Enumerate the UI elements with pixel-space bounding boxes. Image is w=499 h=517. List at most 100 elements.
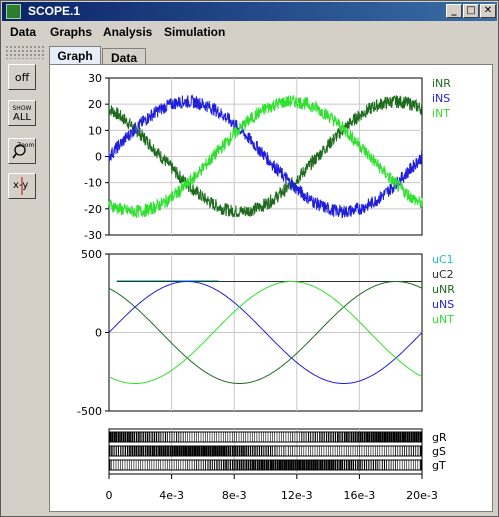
gate-pulse-gt	[395, 460, 396, 470]
graph-panel: 30 20 10 0 -10 -20 -30 iNR iNS iNT 500 0 -500 uC1 uC2 u…	[49, 64, 493, 512]
gate-pulse-gt	[409, 460, 410, 470]
tab-graph[interactable]: Graph	[49, 46, 101, 65]
gate-pulse-gs	[147, 446, 149, 456]
gate-pulse-gs	[335, 446, 336, 456]
gate-pulse-gt	[342, 460, 344, 470]
gate-pulse-gs	[223, 446, 225, 456]
gate-pulse-gt	[299, 460, 301, 470]
gate-pulse-gr	[212, 432, 213, 442]
gate-pulse-gt	[156, 460, 157, 470]
menu-simulation[interactable]: Simulation	[164, 25, 225, 39]
zoom-icon: Zoom	[11, 141, 33, 161]
gate-pulse-gs	[250, 446, 251, 456]
minimize-button[interactable]: _	[446, 4, 462, 18]
gate-pulse-gr	[380, 432, 382, 442]
current-panel-ytick-label: 10	[88, 124, 102, 137]
gate-pulse-gs	[339, 446, 340, 456]
gate-pulse-gt	[203, 460, 204, 470]
gate-pulse-gr	[257, 432, 258, 442]
gate-pulse-gt	[348, 460, 350, 470]
title-bar[interactable]: SCOPE.1 _ □ ✕	[2, 2, 497, 21]
gate-pulse-gs	[125, 446, 126, 456]
gate-pulse-gt	[324, 460, 326, 470]
gate-pulse-gt	[274, 460, 276, 470]
show-all-button[interactable]: SHOW ALL	[8, 100, 36, 126]
gate-pulse-gt	[140, 460, 141, 470]
gate-pulse-gr	[241, 432, 242, 442]
gate-pulse-gt	[283, 460, 285, 470]
gate-pulse-gr	[239, 432, 240, 442]
gate-pulse-gt	[411, 460, 412, 470]
gate-pulse-gs	[389, 446, 390, 456]
gate-pulse-gr	[152, 432, 153, 442]
gate-pulse-gs	[380, 446, 381, 456]
gate-pulse-gt	[172, 460, 173, 470]
gate-pulse-gs	[216, 446, 218, 456]
gate-pulse-gs	[261, 446, 262, 456]
off-button[interactable]: off	[8, 64, 36, 90]
gate-pulse-gs	[377, 446, 378, 456]
legend-unr: uNR	[432, 283, 455, 296]
gate-pulse-gr	[324, 432, 325, 442]
gate-pulse-gr	[187, 432, 188, 442]
menu-analysis[interactable]: Analysis	[103, 25, 152, 39]
gate-pulse-gr	[216, 432, 217, 442]
gate-pulse-gt	[236, 460, 238, 470]
gate-pulse-gt	[268, 460, 270, 470]
gate-pulse-gr	[176, 432, 177, 442]
gate-pulse-gs	[308, 446, 309, 456]
gate-pulse-gt	[315, 460, 317, 470]
gate-pulse-gs	[290, 446, 291, 456]
gate-pulse-gs	[286, 446, 287, 456]
gate-pulse-gt	[122, 460, 123, 470]
gate-pulse-gs	[418, 446, 419, 456]
menu-data[interactable]: Data	[10, 25, 36, 39]
gate-pulse-gs	[154, 446, 156, 456]
gate-pulse-gs	[134, 446, 136, 456]
gate-pulse-gr	[277, 432, 278, 442]
menu-graphs[interactable]: Graphs	[50, 25, 92, 39]
tab-data[interactable]: Data	[102, 48, 146, 65]
gate-pulse-gr	[268, 432, 269, 442]
maximize-button[interactable]: □	[463, 4, 479, 18]
gate-pulse-gt	[143, 460, 144, 470]
gate-pulse-gs	[355, 446, 356, 456]
gate-pulse-gr	[402, 432, 404, 442]
xy-button[interactable]: x-y	[8, 173, 36, 199]
close-button[interactable]: ✕	[480, 4, 496, 18]
gate-pulse-gs	[413, 446, 414, 456]
gate-pulse-gr	[404, 432, 406, 442]
gate-pulse-gt	[116, 460, 117, 470]
gate-pulse-gs	[228, 446, 230, 456]
toolbar-grip[interactable]	[5, 45, 45, 59]
gate-pulse-gr	[397, 432, 399, 442]
gate-pulse-gr	[306, 432, 307, 442]
gate-pulse-gs	[254, 446, 255, 456]
gate-pulse-gs	[366, 446, 367, 456]
gate-pulse-gr	[337, 432, 339, 442]
gate-pulse-gs	[400, 446, 401, 456]
gate-pulse-gt	[321, 460, 323, 470]
gate-pulse-gr	[136, 432, 138, 442]
gate-pulse-gt	[391, 460, 392, 470]
zoom-button[interactable]: Zoom	[8, 138, 36, 164]
gate-pulse-gt	[382, 460, 383, 470]
gate-pulse-gt	[290, 460, 292, 470]
gate-pulse-gs	[156, 446, 158, 456]
gate-pulse-gs	[245, 446, 247, 456]
x-tick-label: 4e-3	[159, 489, 184, 502]
gate-pulse-gr	[234, 432, 235, 442]
current-panel-ytick-label: -30	[84, 229, 102, 242]
gate-pulse-gt	[339, 460, 341, 470]
gate-pulse-gt	[368, 460, 369, 470]
gate-pulse-gr	[348, 432, 350, 442]
gate-pulse-gt	[263, 460, 265, 470]
gate-pulse-gr	[163, 432, 164, 442]
gate-pulse-gr	[158, 432, 159, 442]
gate-pulse-gt	[380, 460, 381, 470]
gate-pulse-gr	[221, 432, 222, 442]
gate-pulse-gr	[120, 432, 122, 442]
scope-plot[interactable]: 30 20 10 0 -10 -20 -30 iNR iNS iNT 500 0 -500 uC1 uC2 u…	[50, 65, 492, 511]
gate-pulse-gs	[248, 446, 250, 456]
legend-gr: gR	[432, 431, 447, 444]
